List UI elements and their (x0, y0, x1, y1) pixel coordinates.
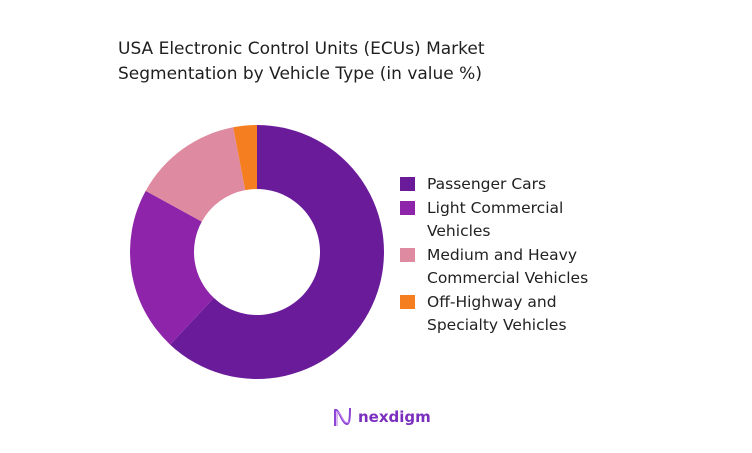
legend-swatch (400, 294, 415, 309)
legend-label: Medium and Heavy (427, 245, 578, 264)
donut-slice-light-commercial-vehicles (129, 190, 214, 345)
legend-label: Specialty Vehicles (427, 316, 567, 334)
chart-title-line-1: USA Electronic Control Units (ECUs) Mark… (118, 39, 485, 59)
legend: Passenger Cars Light Commercial Vehicles… (400, 173, 588, 338)
legend-label: Passenger Cars (427, 175, 547, 193)
donut-slice-passenger-cars (170, 125, 384, 379)
legend-swatch (400, 247, 415, 262)
legend-label: Light Commercial (427, 198, 564, 217)
legend-item-light-commercial: Light Commercial Vehicles (400, 197, 588, 244)
donut-slice-medium-and-heavy-commercial-vehicles (145, 127, 246, 222)
logo-text: nexdigm (358, 408, 431, 426)
legend-swatch (400, 200, 415, 215)
legend-label: Commercial Vehicles (427, 269, 589, 287)
nexdigm-logo: nexdigm (333, 406, 431, 428)
legend-label: Off-Highway and (427, 292, 557, 311)
logo-wave-icon (334, 407, 351, 426)
chart-title: USA Electronic Control Units (ECUs) Mark… (118, 37, 485, 87)
legend-item-off-highway: Off-Highway and Specialty Vehicles (400, 291, 588, 338)
legend-label: Vehicles (427, 222, 491, 240)
donut-slice-off-highway-and-specialty-vehicles (233, 125, 257, 191)
legend-item-passenger-cars: Passenger Cars (400, 173, 588, 197)
chart-title-line-2: Segmentation by Vehicle Type (in value %… (118, 64, 482, 84)
legend-swatch (400, 177, 415, 191)
legend-item-medium-heavy: Medium and Heavy Commercial Vehicles (400, 244, 588, 291)
